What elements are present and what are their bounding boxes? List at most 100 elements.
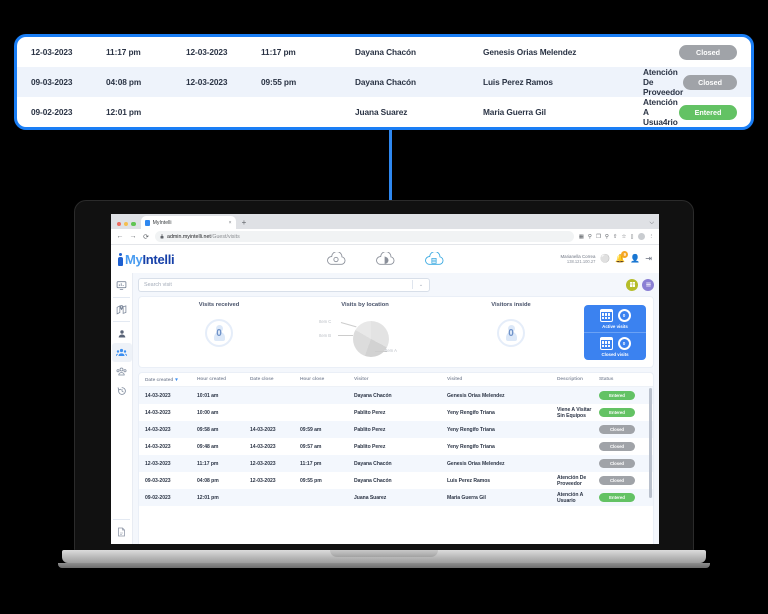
column-header-date-close[interactable]: Date close — [250, 377, 274, 382]
sidebar-item-person[interactable] — [112, 324, 132, 343]
export-excel-button[interactable] — [626, 278, 638, 291]
browser-menu-icon[interactable]: ⋮ — [648, 233, 655, 240]
app-logo[interactable]: MyIntelli — [118, 252, 175, 267]
chevron-down-icon[interactable]: ⌵ — [649, 220, 654, 226]
tab-favicon — [144, 219, 150, 226]
cell-hour-created: 09:48 am — [197, 443, 219, 450]
table-row[interactable]: 14-03-2023 09:58 am 14-03-2023 09:59 am … — [139, 421, 653, 438]
column-header-visited[interactable]: Visited — [447, 377, 463, 382]
user-info: Marianella Correa 138.121.100.27 — [560, 254, 595, 265]
column-header-hour-close[interactable]: Hour close — [300, 377, 325, 382]
closed-visits-value: 0 — [622, 340, 626, 346]
active-visits-donut: 0 — [617, 308, 631, 322]
cell-visited: Genesis Orias Melendez — [447, 392, 505, 399]
table-row[interactable]: 14-03-2023 10:00 am Pablito Perez Yeny R… — [139, 404, 653, 421]
col-label: Date created — [145, 377, 174, 383]
calendar-icon — [599, 308, 613, 322]
active-visits-value: 0 — [622, 312, 626, 318]
search-visit-box[interactable]: Search visit ⌄ — [138, 277, 430, 292]
stat-visitors-inside: Visitors inside 0 — [438, 302, 584, 362]
callout-date-created: 09-02-2023 — [31, 107, 73, 117]
closed-visits-block[interactable]: 0 Closed visits — [584, 331, 646, 360]
callout-row[interactable]: 09-03-2023 04:08 pm 12-03-2023 09:55 pm … — [17, 67, 751, 97]
cell-date-close: 14-03-2023 — [250, 443, 276, 450]
callout-visited: Maria Guerra Gil — [483, 107, 546, 117]
active-visits-block[interactable]: 0 Active visits — [584, 305, 646, 332]
avatar[interactable] — [637, 233, 645, 240]
url-host: admin.myintelli.net — [167, 233, 211, 240]
status-badge: Entered — [599, 408, 635, 417]
cell-date-created: 09-02-2023 — [145, 494, 171, 501]
close-tab-icon[interactable]: × — [228, 219, 232, 226]
column-header-hour-created[interactable]: Hour created — [197, 377, 226, 382]
callout-visitor: Dayana Chacón — [355, 47, 416, 57]
sidebar-item-dashboard[interactable] — [112, 276, 132, 295]
pie-label-item-c: Item C — [319, 319, 332, 324]
cloud-building-icon[interactable] — [423, 251, 445, 267]
sidebar-item-locations[interactable] — [112, 300, 132, 319]
zoom-icon[interactable]: ⚲ — [604, 233, 609, 240]
callout-description: Atención A Usua4rio — [643, 97, 678, 127]
new-tab-icon[interactable]: + — [241, 218, 247, 227]
reload-icon[interactable]: ⟳ — [143, 233, 149, 241]
search-input[interactable]: Search visit — [144, 281, 172, 288]
star-icon[interactable]: ☆ — [621, 233, 627, 240]
browser-tab[interactable]: MyIntelli × — [140, 216, 236, 229]
forward-icon[interactable]: → — [129, 233, 137, 240]
user-ip: 138.121.100.27 — [566, 259, 596, 265]
laptop-mockup: MyIntelli × + ⌵ ← → ⟳ admin.myintelli.ne… — [58, 200, 710, 580]
status-badge: Entered — [599, 391, 635, 400]
cell-visitor: Pablito Perez — [354, 443, 386, 450]
minimize-window-icon[interactable] — [124, 221, 129, 226]
logout-icon[interactable]: ⇥ — [645, 254, 652, 264]
table-row[interactable]: 09-03-2023 04:08 pm 12-03-2023 09:55 pm … — [139, 472, 653, 489]
list-view-button[interactable] — [642, 278, 654, 291]
person-silhouette-body — [505, 332, 517, 341]
column-header-date-created[interactable]: Date created ▾ — [145, 377, 197, 383]
callout-status-badge: Closed — [683, 74, 737, 90]
group-settings-icon — [116, 367, 127, 376]
url-input[interactable]: admin.myintelli.net/Guest/visits — [155, 231, 574, 242]
back-icon[interactable]: ← — [116, 233, 124, 240]
cell-date-created: 14-03-2023 — [145, 443, 171, 450]
table-row[interactable]: 12-03-2023 11:17 pm 12-03-2023 11:17 pm … — [139, 455, 653, 472]
cell-visitor: Dayana Chacón — [354, 460, 392, 467]
key-icon[interactable]: ⚲ — [587, 233, 592, 240]
maximize-window-icon[interactable] — [131, 221, 136, 226]
notification-bell-icon[interactable]: 🔔 9 — [615, 251, 629, 263]
sidebar-item-settings[interactable] — [112, 541, 132, 544]
table-row[interactable]: 14-03-2023 10:01 am Dayana Chacón Genesi… — [139, 387, 653, 404]
chevron-down-icon[interactable]: ⌄ — [418, 281, 424, 288]
table-row[interactable]: 14-03-2023 09:48 am 14-03-2023 09:57 am … — [139, 438, 653, 455]
visitors-inside-value: 0 — [508, 327, 514, 339]
cell-visited: Yeny Rengifo Triana — [447, 443, 495, 450]
table-row[interactable]: 09-02-2023 12:01 pm Juana Suarez Maria G… — [139, 489, 653, 506]
column-header-visitor[interactable]: Visitor — [354, 377, 369, 382]
cloud-half-icon[interactable] — [374, 251, 396, 267]
cell-hour-created: 11:17 pm — [197, 460, 219, 467]
callout-row[interactable]: 12-03-2023 11:17 pm 12-03-2023 11:17 pm … — [17, 37, 751, 67]
sidebar-item-history[interactable] — [112, 381, 132, 400]
window-controls[interactable] — [115, 221, 141, 229]
sidebar-item-groups[interactable] — [112, 362, 132, 381]
sort-desc-icon[interactable]: ▾ — [175, 376, 178, 383]
extension-icon[interactable]: ▦ — [578, 233, 584, 240]
sidebar-icon[interactable]: ▯ — [630, 233, 634, 240]
share-icon[interactable]: ⇧ — [612, 233, 618, 240]
document-icon — [118, 527, 125, 536]
map-pin-icon — [116, 305, 127, 315]
list-icon — [645, 282, 651, 287]
person-logo-icon — [118, 252, 123, 266]
sidebar-item-reports[interactable] — [112, 522, 132, 541]
callout-date-close: 12-03-2023 — [186, 77, 228, 87]
user-circle-icon[interactable]: ⚪ — [600, 254, 611, 264]
table-scrollbar[interactable] — [649, 388, 652, 498]
column-header-description[interactable]: Description — [557, 377, 583, 382]
profile-icon[interactable]: 👤 — [630, 254, 641, 264]
callout-row[interactable]: 09-02-2023 12:01 pm Juana Suarez Maria G… — [17, 97, 751, 127]
copy-icon[interactable]: ❐ — [595, 233, 601, 240]
column-header-status[interactable]: Status — [599, 377, 614, 382]
close-window-icon[interactable] — [117, 221, 122, 226]
sidebar-item-guests[interactable] — [111, 343, 132, 362]
cloud-camera-icon[interactable] — [325, 251, 347, 267]
